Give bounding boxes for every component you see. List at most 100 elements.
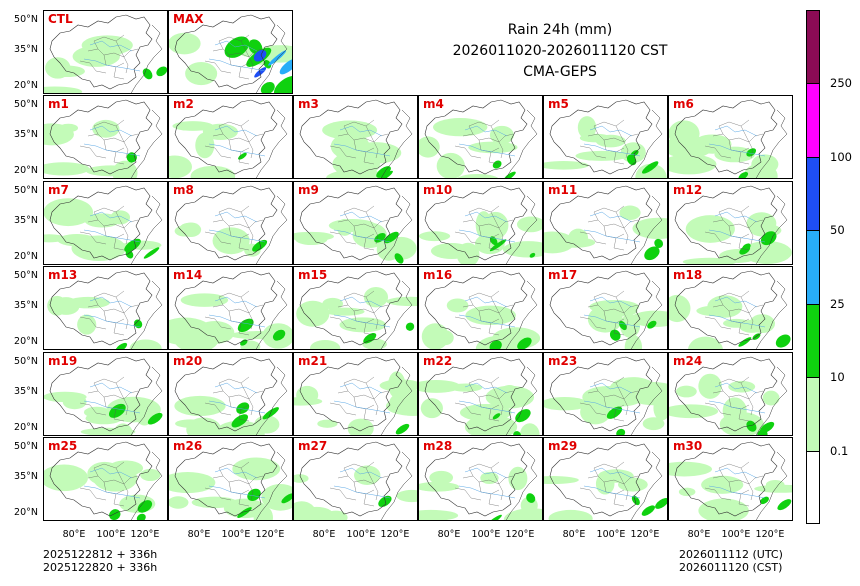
province-boundary <box>365 296 379 330</box>
province-boundary <box>373 390 389 400</box>
panel-label: m5 <box>548 97 569 111</box>
rain-area-heavy <box>137 500 153 513</box>
title-line-2: 2026011020-2026011120 CST <box>452 43 668 59</box>
coastline <box>755 280 788 349</box>
country-boundary <box>49 270 153 346</box>
province-boundary <box>748 219 764 229</box>
map-ctl <box>44 14 167 93</box>
country-boundary <box>174 441 278 517</box>
province-boundary <box>593 119 625 135</box>
province-boundary <box>593 461 625 477</box>
rain-area <box>396 489 417 503</box>
province-boundary <box>740 467 754 501</box>
rain-area <box>169 472 216 494</box>
country-boundary <box>174 185 278 261</box>
panel-m15: m15 <box>293 266 418 350</box>
panel-label: m13 <box>48 268 78 282</box>
river <box>89 296 133 308</box>
coastline <box>505 195 538 264</box>
lat-tick-label: 35°N <box>14 471 38 482</box>
rain-area-heavy <box>281 493 292 504</box>
coastline <box>630 451 663 520</box>
panel-label: m19 <box>48 354 78 368</box>
province-boundary <box>593 205 625 221</box>
rain-area-heavy <box>374 232 386 243</box>
country-boundary <box>674 185 778 261</box>
province-boundary <box>373 133 389 143</box>
province-boundary <box>740 211 754 245</box>
province-boundary <box>218 290 250 306</box>
panel-max: MAX <box>168 10 293 94</box>
country-boundary <box>674 270 778 346</box>
province-boundary <box>498 475 514 485</box>
lat-tick-label: 50°N <box>14 14 38 25</box>
province-boundary <box>373 304 389 314</box>
rain-area <box>336 218 353 236</box>
province-boundary <box>204 487 232 501</box>
rain-area-heavy <box>238 152 247 160</box>
province-boundary <box>593 376 625 392</box>
province-boundary <box>238 322 250 336</box>
rain-area <box>388 371 406 399</box>
province-boundary <box>329 487 357 501</box>
province-boundary <box>740 125 754 159</box>
rain-area <box>516 216 542 233</box>
panel-label: m18 <box>673 268 703 282</box>
map-m3 <box>299 99 413 178</box>
rain-area <box>746 212 777 235</box>
province-boundary <box>748 390 764 400</box>
country-boundary <box>299 185 403 261</box>
province-boundary <box>79 402 107 416</box>
country-boundary <box>674 99 778 175</box>
lon-tick-label: 100°E <box>596 529 626 540</box>
panel-label: m17 <box>548 268 578 282</box>
province-boundary <box>718 290 750 306</box>
province-boundary <box>718 376 750 392</box>
rain-area-extreme <box>253 49 267 62</box>
panel-label: m14 <box>173 268 203 282</box>
panel-m27: m27 <box>293 437 418 521</box>
colorbar-segment <box>806 303 820 378</box>
province-boundary <box>93 290 125 306</box>
province-boundary <box>365 382 379 416</box>
river <box>583 485 641 499</box>
rain-area <box>464 414 518 435</box>
province-boundary <box>613 237 625 251</box>
lon-tick-label: 80°E <box>62 529 86 540</box>
rain-area <box>195 132 215 159</box>
province-boundary <box>248 48 264 58</box>
country-boundary <box>49 441 153 517</box>
rain-area <box>87 461 123 486</box>
province-boundary <box>613 151 625 165</box>
province-boundary <box>343 290 375 306</box>
province-boundary <box>738 237 750 251</box>
rain-area <box>762 390 780 406</box>
river <box>89 125 133 137</box>
panel-m23: m23 <box>543 352 668 436</box>
river <box>714 296 758 308</box>
rain-area-heavy <box>631 495 640 506</box>
province-boundary <box>740 296 754 330</box>
province-boundary <box>123 304 139 314</box>
rain-area <box>419 231 451 242</box>
footer-init-time: 2025122812 + 336h 2025122820 + 336h <box>43 548 157 574</box>
coastline <box>130 280 163 349</box>
rain-area <box>765 480 785 490</box>
river <box>214 211 258 223</box>
rain-area-heavy <box>513 431 521 435</box>
panel-label: m6 <box>673 97 694 111</box>
river <box>214 467 258 479</box>
coastline <box>755 109 788 178</box>
province-boundary <box>329 145 357 159</box>
river <box>589 296 633 308</box>
map-m1 <box>44 99 163 178</box>
river <box>458 400 516 414</box>
panel-label: m12 <box>673 183 703 197</box>
rain-area-heavy <box>760 496 769 505</box>
map-m8 <box>174 185 288 264</box>
river <box>458 229 516 243</box>
coastline <box>630 280 663 349</box>
panel-label: m10 <box>423 183 453 197</box>
map-m12 <box>674 185 792 264</box>
province-boundary <box>498 133 514 143</box>
